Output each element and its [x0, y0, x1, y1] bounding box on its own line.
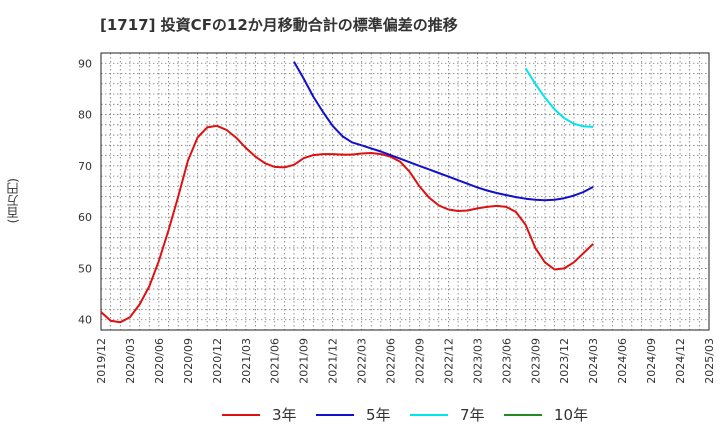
- series-line-2: [293, 61, 594, 202]
- y-tick-label: 60: [78, 211, 92, 224]
- x-tick-label: 2023/09: [529, 338, 542, 384]
- x-axis-ticks: 2019/12 2020/03 2020/06 2020/09 2020/12 2021/…: [95, 338, 716, 384]
- x-tick-label: 2023/03: [471, 338, 484, 384]
- legend-swatch: [410, 413, 448, 416]
- y-tick-label: 90: [78, 57, 92, 70]
- legend-swatch: [504, 413, 542, 416]
- x-tick-label: 2022/06: [385, 338, 398, 384]
- y-tick-label: 40: [78, 314, 92, 327]
- legend-swatch: [316, 413, 354, 416]
- y-tick-label: 50: [78, 262, 92, 275]
- legend: 3年 5年 7年 10年: [0, 404, 720, 428]
- series-lines: [100, 61, 594, 324]
- x-tick-label: 2021/06: [269, 338, 282, 384]
- x-tick-label: 2025/03: [703, 338, 716, 384]
- x-tick-label: 2019/12: [95, 338, 108, 384]
- plot-area: [100, 52, 710, 331]
- y-tick-label: 80: [78, 109, 92, 122]
- x-tick-label: 2020/06: [153, 338, 166, 384]
- legend-item: 7年: [410, 404, 485, 425]
- x-tick-label: 2024/03: [587, 338, 600, 384]
- x-tick-label: 2021/03: [240, 338, 253, 384]
- legend-item: 10年: [504, 404, 588, 425]
- series-line-3: [524, 67, 594, 128]
- legend-item: 5年: [316, 404, 391, 425]
- legend-label: 5年: [366, 406, 391, 424]
- x-tick-label: 2021/12: [327, 338, 340, 384]
- x-tick-label: 2020/09: [182, 338, 195, 384]
- x-tick-label: 2024/06: [616, 338, 629, 384]
- x-tick-label: 2021/09: [298, 338, 311, 384]
- y-tick-label: 70: [78, 160, 92, 173]
- series-line-1: [100, 124, 594, 324]
- x-tick-label: 2022/03: [356, 338, 369, 384]
- legend-item: 3年: [222, 404, 297, 425]
- y-axis-ticks: 40 50 60 70 80 90: [78, 57, 92, 326]
- x-tick-label: 2024/09: [645, 338, 658, 384]
- x-tick-label: 2024/12: [674, 338, 687, 384]
- legend-swatch: [222, 413, 260, 416]
- x-tick-label: 2022/09: [413, 338, 426, 384]
- legend-label: 3年: [272, 406, 297, 424]
- line-chart: 40 50 60 70 80 90 2019/12 2020/03 2020/06 2020/0…: [78, 52, 716, 384]
- x-tick-label: 2020/03: [124, 338, 137, 384]
- chart-title: [1717] 投資CFの12か月移動合計の標準偏差の推移: [100, 16, 458, 34]
- legend-label: 10年: [554, 406, 589, 424]
- x-tick-label: 2023/06: [500, 338, 513, 384]
- grid-lines: [101, 52, 709, 331]
- x-tick-label: 2022/12: [442, 338, 455, 384]
- x-tick-label: 2023/12: [558, 338, 571, 384]
- legend-label: 7年: [460, 406, 485, 424]
- x-tick-label: 2020/12: [211, 338, 224, 384]
